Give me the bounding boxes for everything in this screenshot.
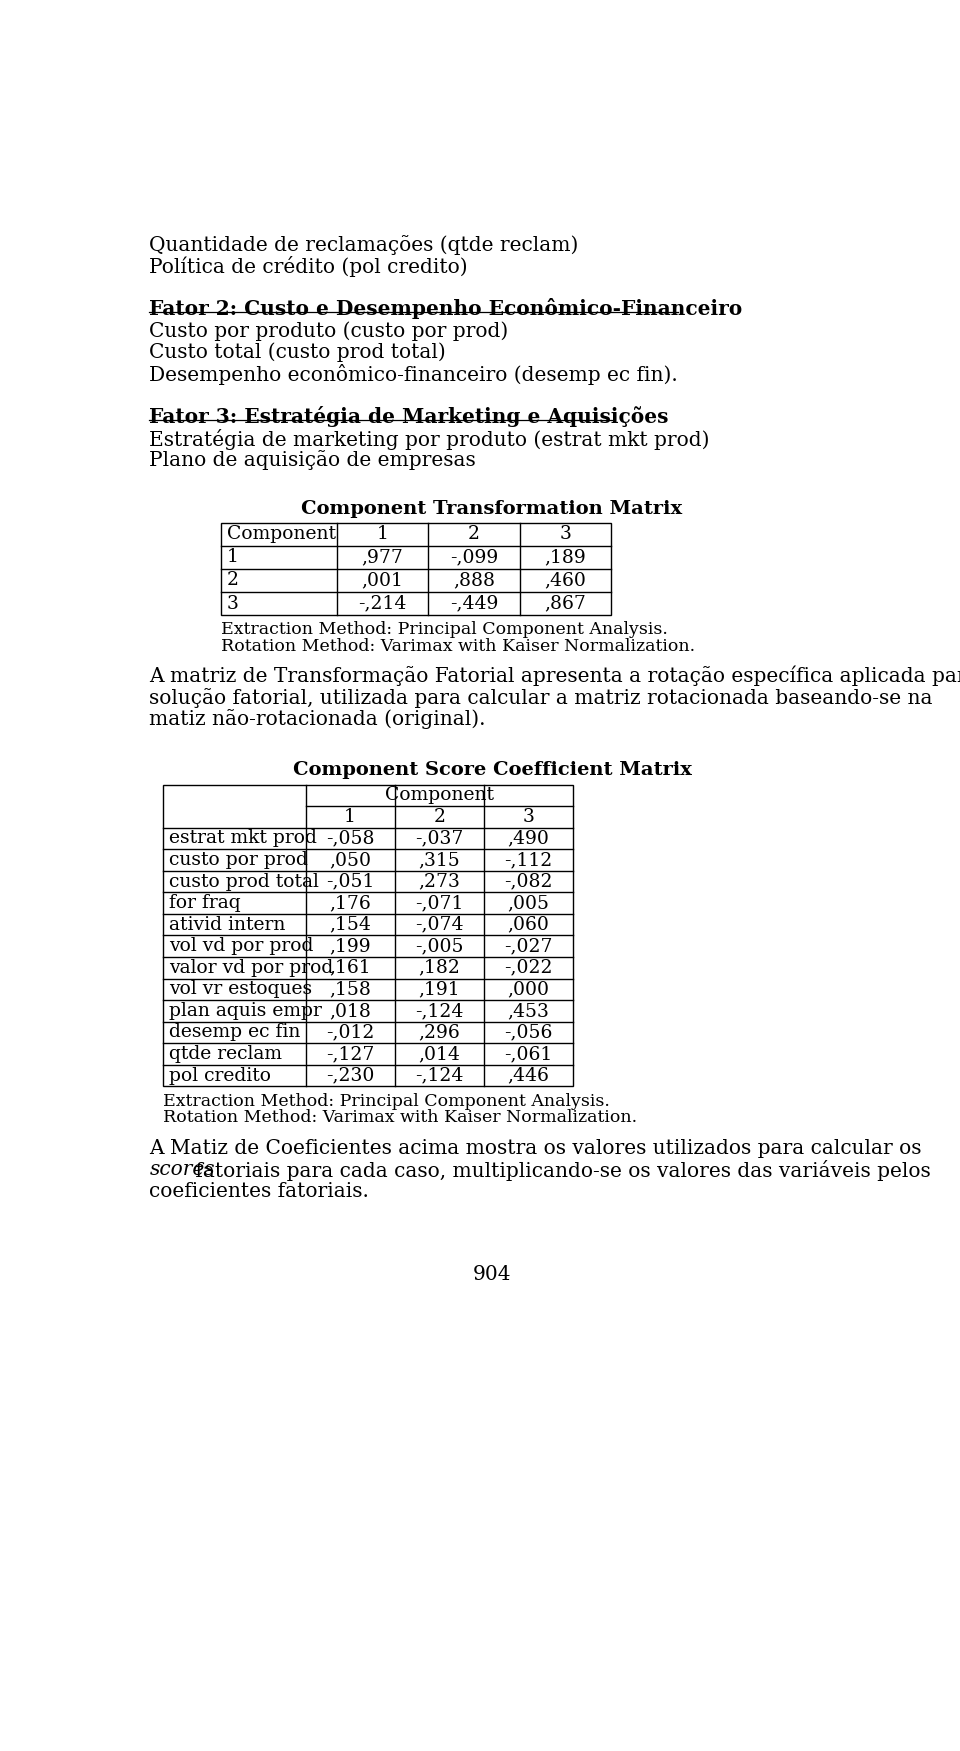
Text: ,060: ,060 <box>508 916 549 933</box>
Text: valor vd por prod: valor vd por prod <box>169 960 333 977</box>
Text: ,158: ,158 <box>329 981 372 998</box>
Text: -,022: -,022 <box>504 960 553 977</box>
Text: pol credito: pol credito <box>169 1066 271 1084</box>
Text: custo por prod: custo por prod <box>169 851 308 868</box>
Text: 3: 3 <box>522 807 535 826</box>
Text: 2: 2 <box>468 525 480 543</box>
Text: ,176: ,176 <box>329 895 372 912</box>
Text: Custo por produto (custo por prod): Custo por produto (custo por prod) <box>150 320 509 341</box>
Text: Component: Component <box>227 525 336 543</box>
Text: A Matiz de Coeficientes acima mostra os valores utilizados para calcular os: A Matiz de Coeficientes acima mostra os … <box>150 1138 922 1157</box>
Text: -,099: -,099 <box>450 548 498 566</box>
Text: 2: 2 <box>433 807 445 826</box>
Text: ativid intern: ativid intern <box>169 916 285 933</box>
Text: 1: 1 <box>345 807 356 826</box>
Text: Component Transformation Matrix: Component Transformation Matrix <box>301 499 683 518</box>
Text: -,058: -,058 <box>326 830 374 847</box>
Text: qtde reclam: qtde reclam <box>169 1045 282 1063</box>
Text: ,453: ,453 <box>508 1002 549 1019</box>
Text: Extraction Method: Principal Component Analysis.: Extraction Method: Principal Component A… <box>162 1093 610 1110</box>
Text: Rotation Method: Varimax with Kaiser Normalization.: Rotation Method: Varimax with Kaiser Nor… <box>162 1110 636 1126</box>
Text: Estratégia de marketing por produto (estrat mkt prod): Estratégia de marketing por produto (est… <box>150 429 710 450</box>
Text: ,005: ,005 <box>508 895 549 912</box>
Text: vol vd por prod: vol vd por prod <box>169 937 313 956</box>
Text: ,273: ,273 <box>419 872 460 891</box>
Text: ,050: ,050 <box>329 851 372 868</box>
Text: ,199: ,199 <box>329 937 371 956</box>
Bar <box>221 524 612 615</box>
Text: scores: scores <box>150 1161 215 1180</box>
Text: for fraq: for fraq <box>169 895 240 912</box>
Text: Fator 3: Estratégia de Marketing e Aquisições: Fator 3: Estratégia de Marketing e Aquis… <box>150 406 669 427</box>
Text: vol vr estoques: vol vr estoques <box>169 981 312 998</box>
Text: estrat mkt prod: estrat mkt prod <box>169 830 317 847</box>
Text: ,189: ,189 <box>544 548 587 566</box>
Text: ,161: ,161 <box>329 960 371 977</box>
Text: 3: 3 <box>227 595 239 613</box>
Text: -,214: -,214 <box>358 595 407 613</box>
Text: ,014: ,014 <box>419 1045 460 1063</box>
Text: -,037: -,037 <box>415 830 464 847</box>
Text: 1: 1 <box>227 548 239 566</box>
Text: 904: 904 <box>472 1264 512 1283</box>
Text: -,027: -,027 <box>504 937 553 956</box>
Text: -,124: -,124 <box>415 1066 464 1084</box>
Text: -,449: -,449 <box>450 595 498 613</box>
Text: Component: Component <box>385 786 494 804</box>
Text: -,112: -,112 <box>504 851 553 868</box>
Text: ,888: ,888 <box>453 571 495 590</box>
Text: Rotation Method: Varimax with Kaiser Normalization.: Rotation Method: Varimax with Kaiser Nor… <box>221 639 695 655</box>
Text: ,446: ,446 <box>508 1066 549 1084</box>
Text: ,867: ,867 <box>544 595 587 613</box>
Text: ,018: ,018 <box>329 1002 372 1019</box>
Text: Extraction Method: Principal Component Analysis.: Extraction Method: Principal Component A… <box>221 622 667 639</box>
Text: ,182: ,182 <box>419 960 460 977</box>
Text: Desempenho econômico-financeiro (desemp ec fin).: Desempenho econômico-financeiro (desemp … <box>150 364 678 385</box>
Text: ,154: ,154 <box>329 916 372 933</box>
Text: Política de crédito (pol credito): Política de crédito (pol credito) <box>150 256 468 277</box>
Text: Plano de aquisição de empresas: Plano de aquisição de empresas <box>150 450 476 471</box>
Text: fatoriais para cada caso, multiplicando-se os valores das variáveis pelos: fatoriais para cada caso, multiplicando-… <box>189 1161 931 1182</box>
Text: ,490: ,490 <box>508 830 549 847</box>
Text: -,051: -,051 <box>326 872 374 891</box>
Text: -,005: -,005 <box>415 937 464 956</box>
Text: 3: 3 <box>560 525 571 543</box>
Text: ,315: ,315 <box>419 851 460 868</box>
Text: -,056: -,056 <box>504 1024 553 1042</box>
Text: ,001: ,001 <box>362 571 403 590</box>
Text: solução fatorial, utilizada para calcular a matriz rotacionada baseando-se na: solução fatorial, utilizada para calcula… <box>150 688 933 707</box>
Text: -,074: -,074 <box>415 916 464 933</box>
Text: Quantidade de reclamações (qtde reclam): Quantidade de reclamações (qtde reclam) <box>150 235 579 254</box>
Text: ,460: ,460 <box>544 571 587 590</box>
Text: 2: 2 <box>227 571 239 590</box>
Text: ,191: ,191 <box>419 981 460 998</box>
Text: custo prod total: custo prod total <box>169 872 319 891</box>
Text: -,071: -,071 <box>415 895 464 912</box>
Text: Fator 2: Custo e Desempenho Econômico-Financeiro: Fator 2: Custo e Desempenho Econômico-Fi… <box>150 298 743 319</box>
Text: ,000: ,000 <box>508 981 549 998</box>
Text: plan aquis empr: plan aquis empr <box>169 1002 322 1019</box>
Text: -,061: -,061 <box>504 1045 553 1063</box>
Text: ,977: ,977 <box>362 548 403 566</box>
Text: 1: 1 <box>376 525 389 543</box>
Text: -,082: -,082 <box>504 872 553 891</box>
Text: ,296: ,296 <box>419 1024 460 1042</box>
Bar <box>162 784 573 1086</box>
Text: -,230: -,230 <box>326 1066 374 1084</box>
Text: A matriz de Transformação Fatorial apresenta a rotação específica aplicada para: A matriz de Transformação Fatorial apres… <box>150 665 960 686</box>
Text: -,127: -,127 <box>326 1045 374 1063</box>
Text: matiz não-rotacionada (original).: matiz não-rotacionada (original). <box>150 709 486 728</box>
Text: -,124: -,124 <box>415 1002 464 1019</box>
Text: coeficientes fatoriais.: coeficientes fatoriais. <box>150 1182 370 1201</box>
Text: desemp ec fin: desemp ec fin <box>169 1024 300 1042</box>
Text: -,012: -,012 <box>326 1024 374 1042</box>
Text: Custo total (custo prod total): Custo total (custo prod total) <box>150 343 446 362</box>
Text: Component Score Coefficient Matrix: Component Score Coefficient Matrix <box>293 762 691 779</box>
